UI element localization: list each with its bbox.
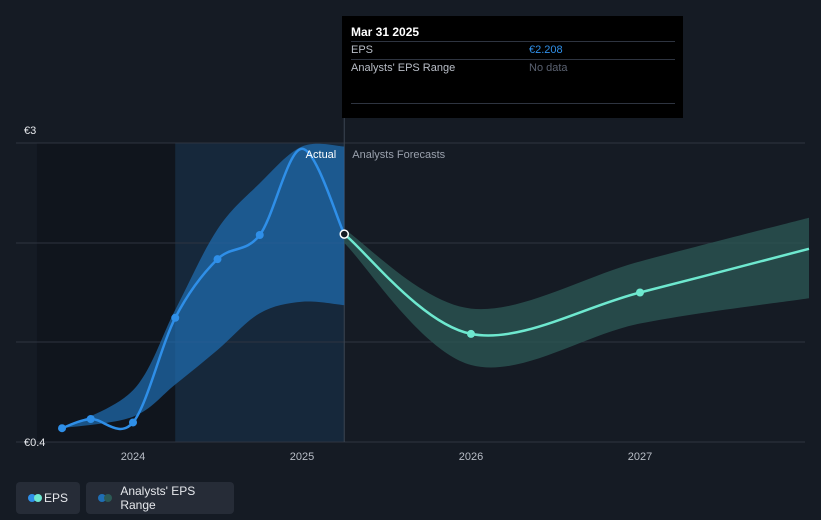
eps-legend-icon xyxy=(28,494,42,502)
eps-actual-point[interactable] xyxy=(255,231,264,239)
forecast-region-label: Analysts Forecasts xyxy=(352,149,445,161)
x-tick-label: 2026 xyxy=(459,451,483,463)
eps-actual-point[interactable] xyxy=(171,313,180,322)
eps-forecast-line xyxy=(343,233,810,337)
tooltip: Mar 31 2025 EPS €2.208 Analysts' EPS Ran… xyxy=(342,16,683,118)
eps-actual-point[interactable] xyxy=(339,229,349,239)
eps-forecast-point[interactable] xyxy=(636,288,644,297)
tooltip-label-eps: EPS xyxy=(351,44,374,56)
x-tick-label: 2025 xyxy=(290,451,314,463)
y-tick-label: €0.4 xyxy=(24,437,45,449)
y-tick-label: €3 xyxy=(24,125,36,137)
tooltip-value-eps: €2.208 xyxy=(529,44,563,56)
actual-eps-range-band xyxy=(62,143,345,429)
tooltip-label-range: Analysts' EPS Range xyxy=(351,62,456,74)
eps-forecast-point[interactable] xyxy=(467,329,475,338)
eps-actual-point[interactable] xyxy=(86,415,95,423)
actual-region-label: Actual xyxy=(306,149,337,161)
eps-actual-point[interactable] xyxy=(58,424,67,433)
x-tick-label: 2027 xyxy=(628,451,652,463)
eps-actual-line xyxy=(61,147,346,431)
x-tick-label: 2024 xyxy=(121,451,145,463)
eps-actual-point[interactable] xyxy=(129,418,137,427)
legend-eps-label: EPS xyxy=(43,491,68,505)
forecast-eps-range-band xyxy=(344,217,809,368)
tooltip-row-eps: EPS €2.208 xyxy=(351,41,675,59)
tooltip-row-range: Analysts' EPS Range No data xyxy=(351,59,675,77)
eps-actual-point[interactable] xyxy=(213,255,222,264)
legend-range-button[interactable]: Analysts' EPS Range xyxy=(86,482,234,514)
tooltip-divider xyxy=(351,103,675,104)
tooltip-value-range: No data xyxy=(529,62,568,74)
tooltip-date: Mar 31 2025 xyxy=(351,25,420,39)
range-legend-icon xyxy=(98,494,112,502)
legend-range-label: Analysts' EPS Range xyxy=(120,484,196,512)
legend-eps-button[interactable]: EPS xyxy=(16,482,80,514)
